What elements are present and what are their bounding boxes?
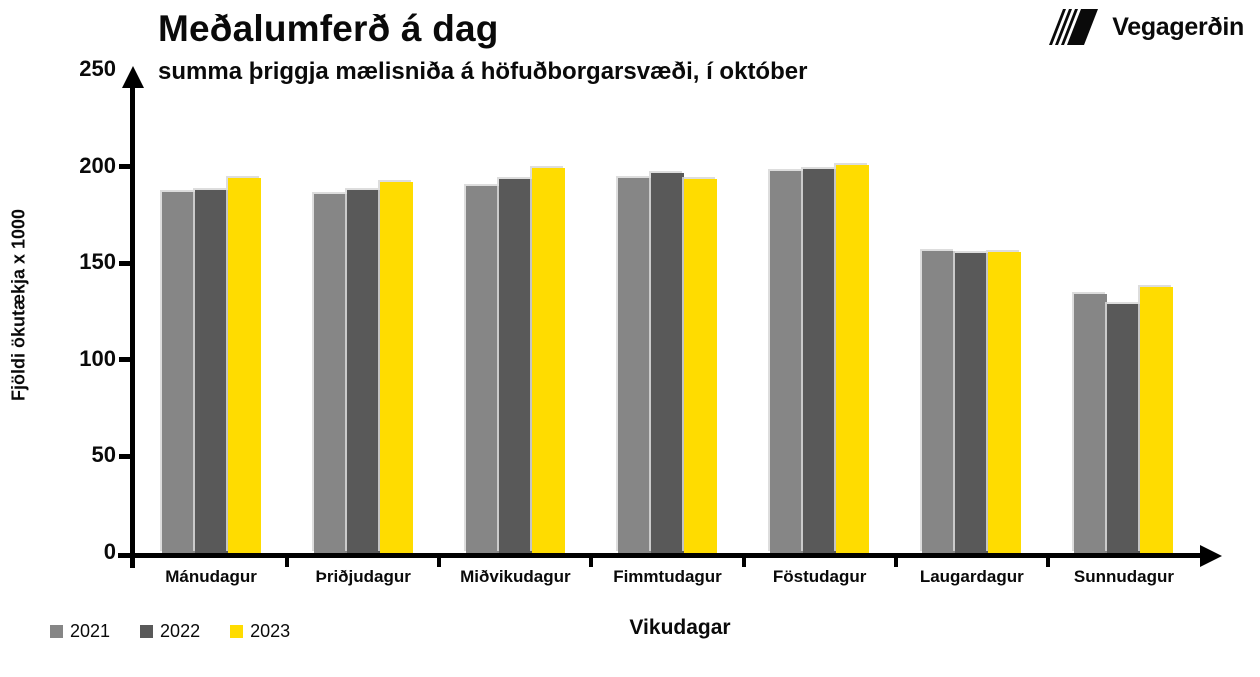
bar-2021-day6 xyxy=(922,250,956,553)
x-category-label-day7: Sunnudagur xyxy=(1073,567,1174,586)
legend-swatch-2021 xyxy=(50,625,63,638)
legend-label-2022: 2022 xyxy=(160,621,201,641)
chart-subtitle: summa þriggja mælisniða á höfuðborgarsvæ… xyxy=(158,58,808,85)
y-axis-arrow-icon xyxy=(121,66,144,88)
bar-2021-day4 xyxy=(618,178,651,553)
y-tick-label-200: 200 xyxy=(79,152,116,178)
x-category-label-day1: Mánudagur xyxy=(165,567,257,586)
x-tick-mark-4 xyxy=(741,558,746,567)
x-tick-mark-2 xyxy=(437,558,442,567)
bar-2022-day3 xyxy=(498,179,532,553)
bar-2021-day1 xyxy=(161,191,195,553)
x-tick-mark-3 xyxy=(589,558,594,567)
bar-2023-day1 xyxy=(227,178,261,553)
bar-2023-day5 xyxy=(836,164,870,553)
y-tick-mark-200 xyxy=(119,164,130,170)
bar-2021-day2 xyxy=(313,193,347,553)
x-category-label-day4: Fimmtudagur xyxy=(613,567,722,586)
bar-2021-day3 xyxy=(465,185,499,553)
y-tick-label-100: 100 xyxy=(79,345,116,371)
x-axis-title: Vikudagar xyxy=(629,616,731,639)
bar-2022-day6 xyxy=(955,252,989,553)
vegagerdin-logo: Vegagerðin xyxy=(1036,7,1244,47)
bar-2023-day4 xyxy=(684,179,717,553)
y-tick-label-50: 50 xyxy=(91,442,116,468)
bar-2021-day5 xyxy=(770,171,804,553)
bar-2022-day5 xyxy=(803,168,837,553)
x-tick-mark-1 xyxy=(285,558,290,567)
x-category-label-day6: Laugardagur xyxy=(919,567,1024,586)
bar-2022-day2 xyxy=(346,189,380,553)
bar-2023-day2 xyxy=(379,182,413,553)
legend-swatch-2023 xyxy=(230,625,244,638)
x-category-label-day5: Föstudagur xyxy=(772,567,867,586)
x-category-label-day2: Þriðjudagur xyxy=(315,567,411,586)
x-tick-mark-6 xyxy=(1045,558,1050,567)
legend-item-2022: 2022 xyxy=(140,621,200,642)
x-axis-arrow-icon xyxy=(1200,544,1222,567)
x-category-label-day3: Miðvikudagur xyxy=(460,567,571,586)
bar-2023-day3 xyxy=(531,167,565,553)
x-axis-line xyxy=(118,553,1200,558)
legend-swatch-2022 xyxy=(140,625,154,638)
x-tick-mark-5 xyxy=(893,558,898,567)
legend-item-2021: 2021 xyxy=(50,621,110,642)
legend-label-2021: 2021 xyxy=(70,621,111,641)
y-tick-mark-50 xyxy=(119,453,130,459)
chart-title: Meðalumferð á dag xyxy=(158,8,499,49)
y-tick-label-0: 0 xyxy=(103,539,116,564)
bar-2022-day1 xyxy=(194,189,228,553)
bar-2021-day7 xyxy=(1074,294,1108,553)
y-tick-mark-100 xyxy=(119,357,130,363)
y-tick-label-250: 250 xyxy=(79,56,116,81)
vegagerdin-logo-icon xyxy=(1049,9,1099,45)
legend-item-2023: 2023 xyxy=(230,621,290,642)
legend-label-2023: 2023 xyxy=(250,621,291,641)
bar-2022-day7 xyxy=(1107,303,1141,553)
legend: 2021 2022 2023 xyxy=(50,621,290,642)
y-tick-label-150: 150 xyxy=(79,249,116,275)
bar-2023-day6 xyxy=(988,251,1022,553)
bar-2022-day4 xyxy=(651,173,684,553)
y-tick-mark-150 xyxy=(119,260,130,266)
y-axis-line xyxy=(130,86,135,568)
logo-text: Vegagerðin xyxy=(1112,12,1244,41)
bar-2023-day7 xyxy=(1140,287,1174,553)
